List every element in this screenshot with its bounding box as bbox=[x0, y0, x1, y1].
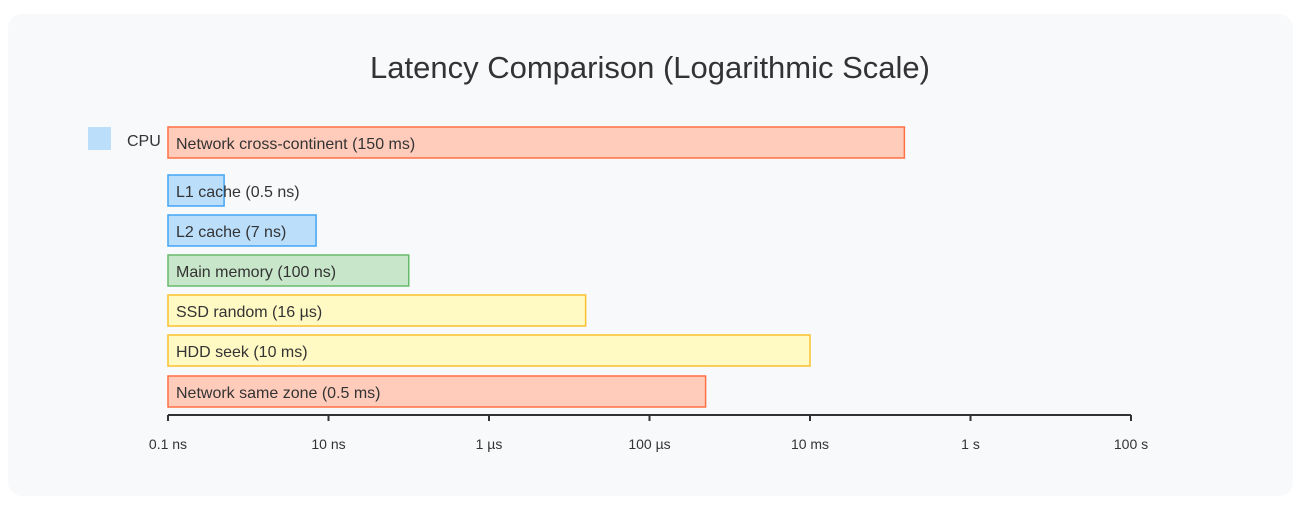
bar-label-5: HDD seek (10 ms) bbox=[176, 344, 308, 361]
x-axis: 0.1 ns 10 ns 1 µs 100 µs 10 ms 1 s 100 s bbox=[149, 414, 1148, 452]
bar-4 bbox=[167, 294, 587, 327]
x-tick-label-2: 1 µs bbox=[476, 436, 503, 452]
legend: CPU bbox=[88, 127, 161, 150]
x-tick-label-0: 0.1 ns bbox=[149, 436, 187, 452]
bars-group: Network cross-continent (150 ms) L1 cache… bbox=[167, 126, 906, 408]
bar-label-0: Network cross-continent (150 ms) bbox=[176, 136, 415, 153]
legend-label-cpu: CPU bbox=[127, 133, 161, 150]
bar-1 bbox=[167, 174, 225, 207]
bar-5 bbox=[167, 334, 811, 367]
bar-3 bbox=[167, 254, 410, 287]
legend-swatch-cpu bbox=[88, 127, 111, 150]
x-tick-label-3: 100 µs bbox=[628, 436, 670, 452]
x-tick-label-5: 1 s bbox=[961, 436, 980, 452]
bar-2 bbox=[167, 214, 317, 247]
bar-6 bbox=[167, 375, 707, 408]
chart-card: Latency Comparison (Logarithmic Scale) C… bbox=[8, 14, 1293, 496]
latency-chart: Latency Comparison (Logarithmic Scale) C… bbox=[88, 50, 1148, 452]
bar-label-1: L1 cache (0.5 ns) bbox=[176, 184, 300, 201]
bar-label-3: Main memory (100 ns) bbox=[176, 264, 336, 281]
bar-label-2: L2 cache (7 ns) bbox=[176, 224, 286, 241]
x-tick-label-4: 10 ms bbox=[791, 436, 829, 452]
bar-0 bbox=[167, 126, 906, 159]
bar-label-6: Network same zone (0.5 ms) bbox=[176, 385, 381, 402]
chart-title: Latency Comparison (Logarithmic Scale) bbox=[370, 50, 930, 85]
x-tick-label-6: 100 s bbox=[1114, 436, 1148, 452]
bar-label-4: SSD random (16 µs) bbox=[176, 304, 322, 321]
x-tick-label-1: 10 ns bbox=[311, 436, 345, 452]
